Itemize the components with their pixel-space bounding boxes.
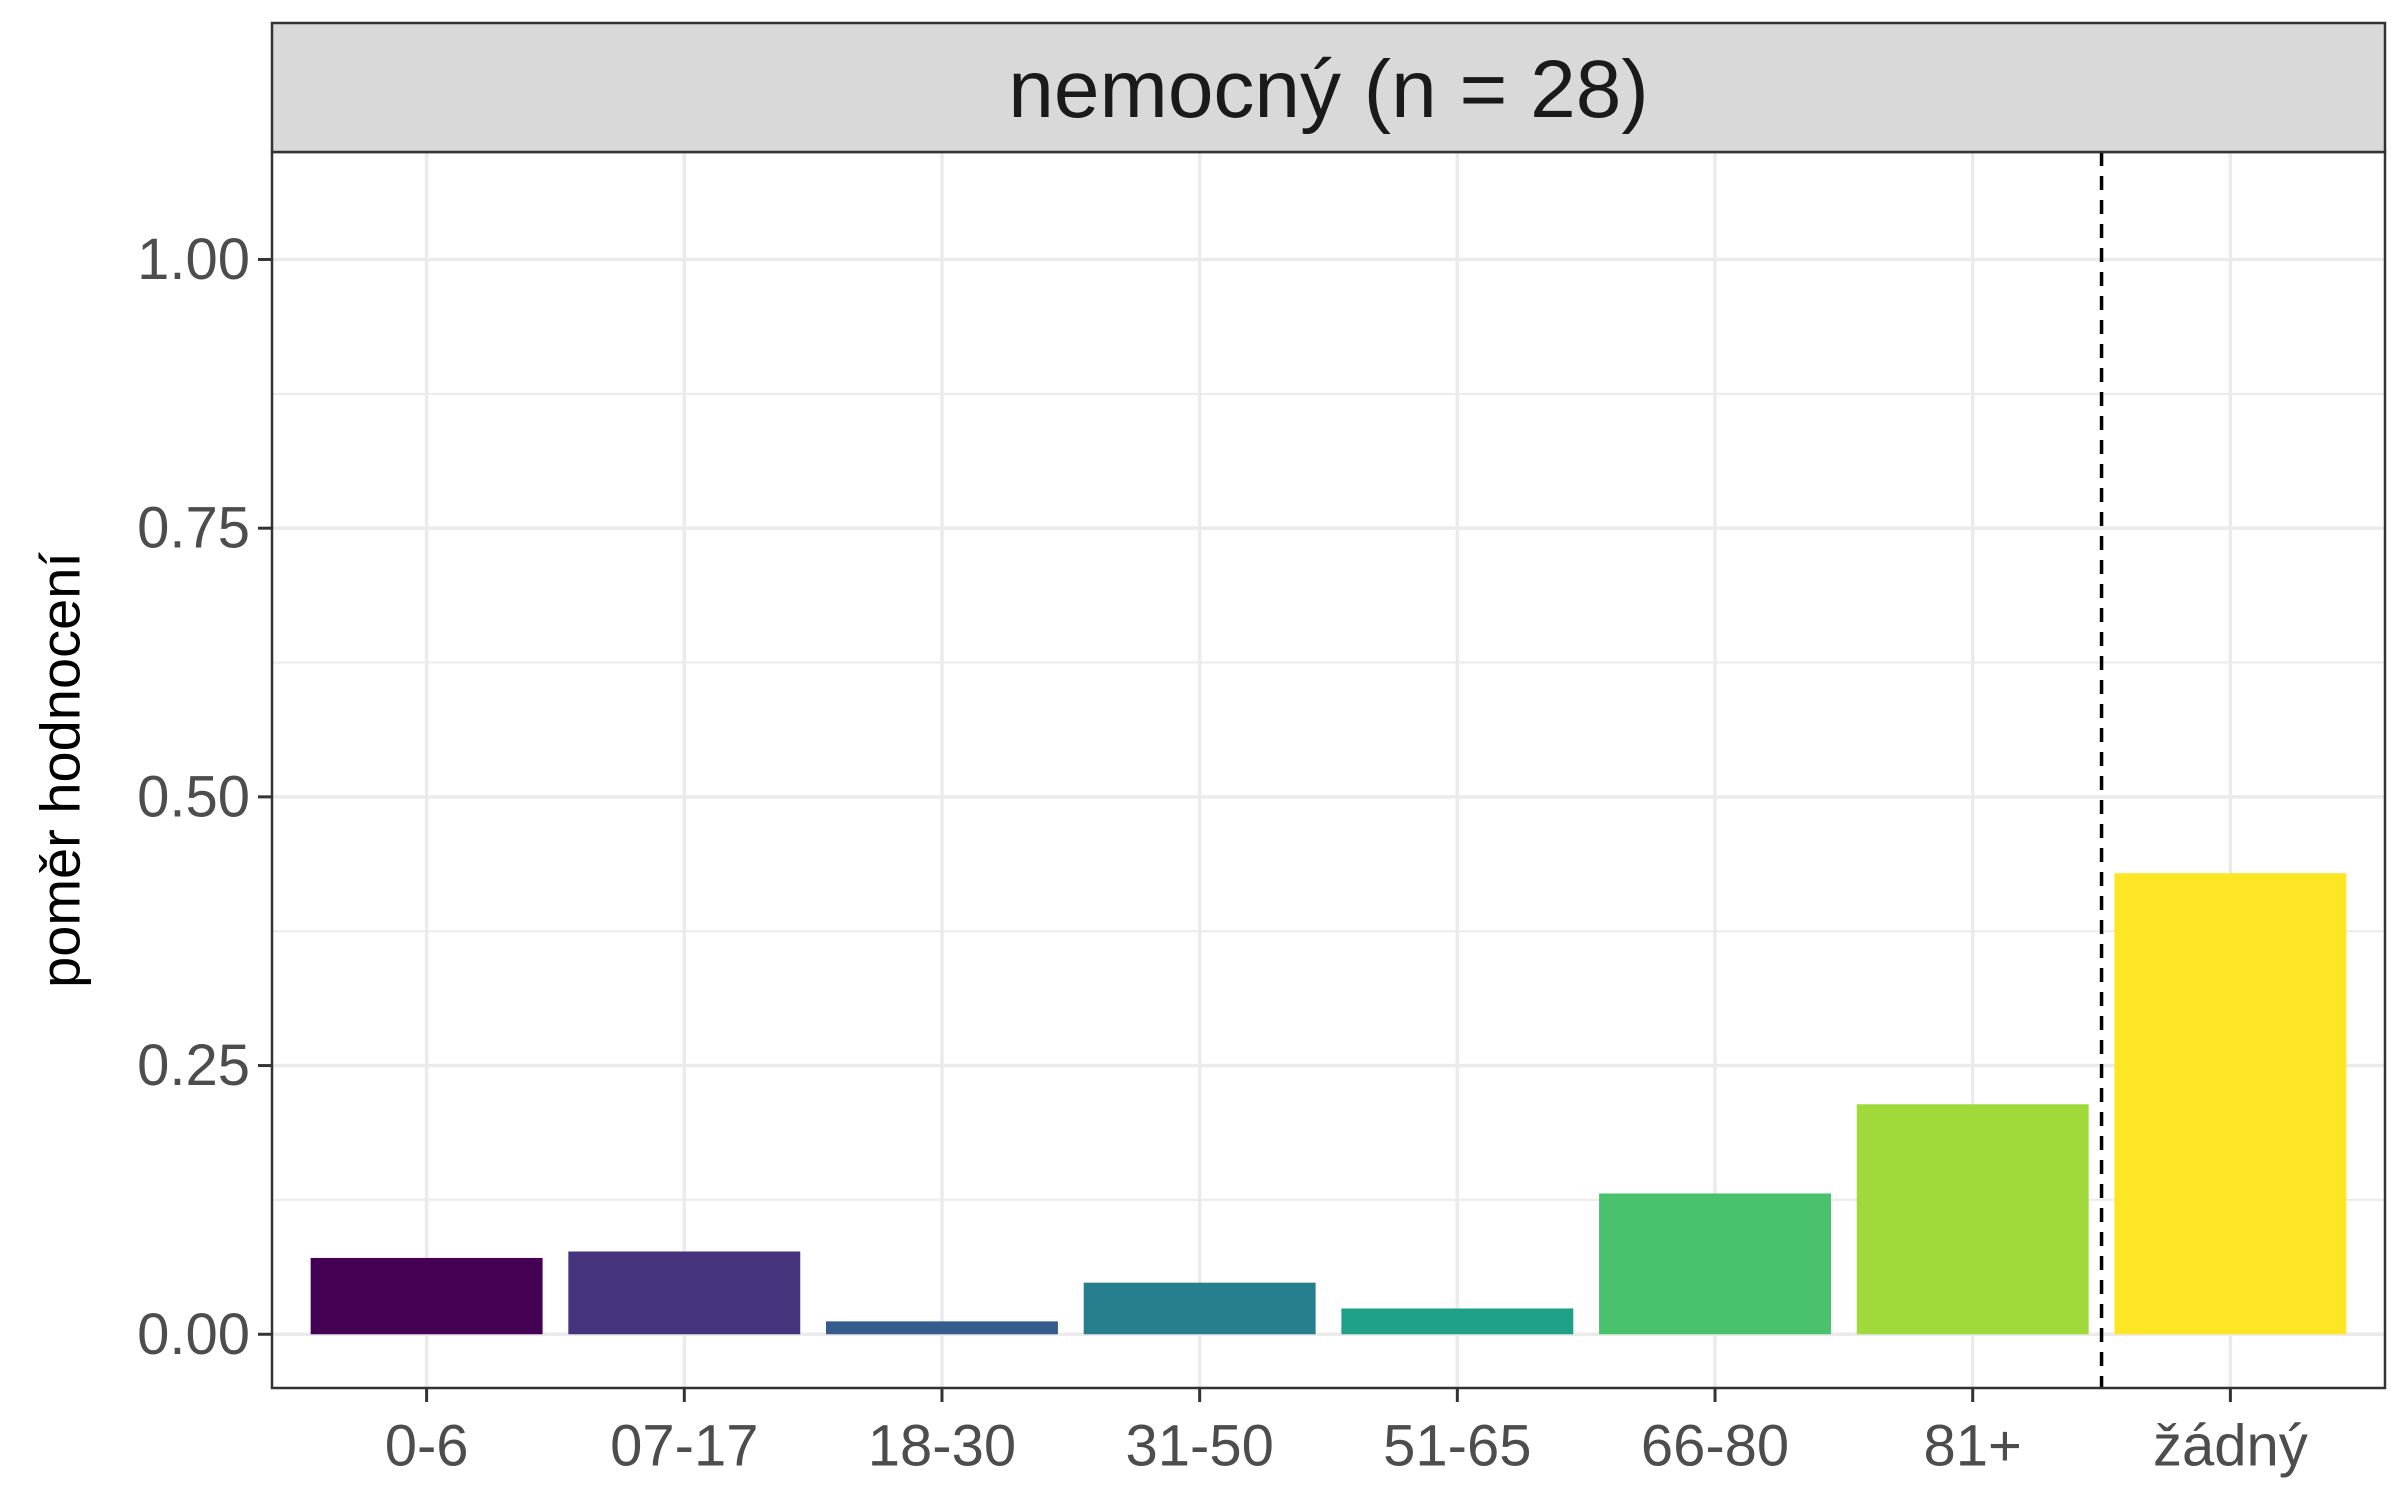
bar-0-6 (310, 1257, 543, 1335)
x-tick-label: 51-65 (1383, 1414, 1531, 1479)
grid (272, 152, 2385, 1388)
bar-51-65 (1341, 1308, 1574, 1335)
y-tick-label: 0.50 (137, 764, 250, 829)
x-tick-label: 18-30 (868, 1414, 1016, 1479)
y-axis: 0.00 0.25 0.50 0.75 1.00 (137, 227, 272, 1367)
x-axis: 0-6 07-17 18-30 31-50 51-65 66-80 81+ žádný (385, 1388, 2308, 1479)
x-tick-label: 07-17 (610, 1414, 758, 1479)
y-tick-label: 0.25 (137, 1033, 250, 1098)
bar-31-50 (1083, 1282, 1316, 1335)
bar-81+ (1856, 1104, 2089, 1335)
x-tick-label: 66-80 (1641, 1414, 1789, 1479)
y-axis-title: poměr hodnocení (29, 552, 92, 988)
y-tick-label: 1.00 (137, 227, 250, 292)
bar-66-80 (1599, 1193, 1831, 1335)
x-tick-label: 0-6 (385, 1414, 469, 1479)
x-tick-label: žádný (2153, 1414, 2308, 1479)
x-tick-label: 31-50 (1125, 1414, 1273, 1479)
y-tick-label: 0.00 (137, 1302, 250, 1367)
bars (310, 873, 2347, 1335)
facet-title: nemocný (n = 28) (1008, 44, 1648, 135)
bar-žádný (2114, 873, 2347, 1335)
y-tick-label: 0.75 (137, 496, 250, 561)
facet-strip (270, 21, 2387, 154)
bar-07-17 (568, 1251, 801, 1335)
x-tick-label: 81+ (1924, 1414, 2022, 1479)
bar-18-30 (826, 1321, 1058, 1335)
